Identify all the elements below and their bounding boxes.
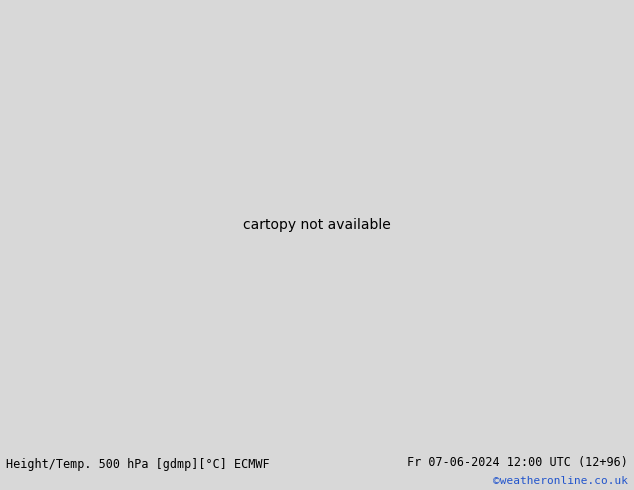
Text: Fr 07-06-2024 12:00 UTC (12+96): Fr 07-06-2024 12:00 UTC (12+96)	[407, 456, 628, 469]
Text: cartopy not available: cartopy not available	[243, 218, 391, 232]
Text: ©weatheronline.co.uk: ©weatheronline.co.uk	[493, 476, 628, 486]
Text: Height/Temp. 500 hPa [gdmp][°C] ECMWF: Height/Temp. 500 hPa [gdmp][°C] ECMWF	[6, 458, 270, 470]
